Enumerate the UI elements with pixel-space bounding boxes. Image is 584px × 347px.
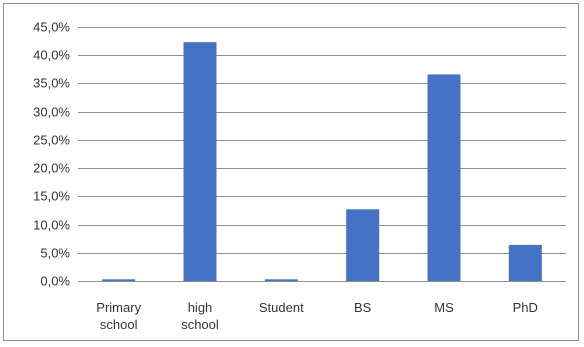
chart-frame bbox=[3, 3, 579, 341]
y-tick-label: 25,0% bbox=[33, 133, 70, 148]
bar bbox=[508, 244, 542, 281]
x-tick-label: MS bbox=[434, 300, 454, 315]
y-axis-tick-labels: 0,0% 5,0% 10,0% 15,0% 20,0% 25,0% 30,0% 35,0% 40… bbox=[33, 20, 70, 289]
x-tick-label: Primary school bbox=[96, 300, 141, 332]
bars bbox=[102, 42, 542, 282]
y-tick-label: 45,0% bbox=[33, 20, 70, 35]
y-tick-label: 10,0% bbox=[33, 218, 70, 233]
bar bbox=[183, 42, 217, 282]
x-tick-label: PhD bbox=[513, 300, 538, 315]
bar bbox=[102, 279, 136, 281]
bar bbox=[346, 209, 380, 281]
y-tick-label: 20,0% bbox=[33, 161, 70, 176]
x-axis-category-labels: Primary school high school Student BS MS PhD bbox=[96, 300, 538, 332]
gridlines bbox=[78, 27, 566, 254]
y-tick-label: 30,0% bbox=[33, 105, 70, 120]
x-tick-label: high school bbox=[181, 300, 219, 332]
y-tick-label: 35,0% bbox=[33, 76, 70, 91]
y-tick-label: 5,0% bbox=[40, 246, 70, 261]
bar bbox=[427, 74, 461, 282]
y-tick-label: 15,0% bbox=[33, 189, 70, 204]
bar bbox=[264, 279, 298, 281]
y-tick-label: 0,0% bbox=[40, 274, 70, 289]
x-tick-label: BS bbox=[354, 300, 372, 315]
x-tick-label: Student bbox=[259, 300, 304, 315]
y-tick-label: 40,0% bbox=[33, 48, 70, 63]
